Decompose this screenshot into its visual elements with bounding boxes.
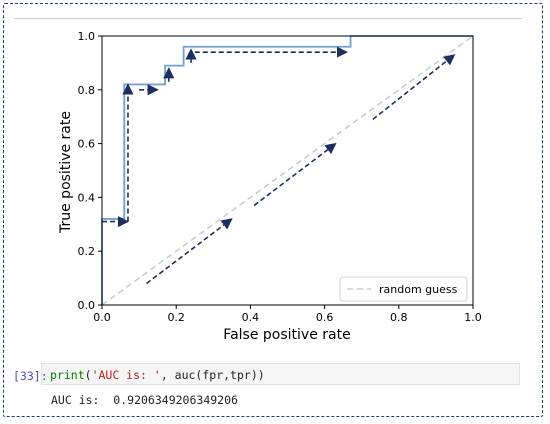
- plot-area: [101, 35, 474, 306]
- x-tick-label: 0.8: [390, 311, 408, 324]
- annotation-arrow: [372, 54, 456, 121]
- cell-prompt: [33]:: [13, 369, 48, 383]
- annotation-arrow: [253, 142, 337, 207]
- y-tick-label: 0.2: [78, 245, 96, 258]
- legend: random guess: [339, 276, 468, 302]
- y-tick-label: 0.6: [78, 138, 96, 151]
- legend-guess-label: random guess: [379, 283, 458, 296]
- y-axis-label: True positive rate: [58, 111, 74, 234]
- x-tick-label: 0.0: [93, 311, 111, 324]
- cell-output: AUC is: 0.9206349206349206: [51, 393, 238, 407]
- code-cell-input[interactable]: [41, 363, 520, 385]
- x-tick-label: 0.6: [316, 311, 334, 324]
- code-paren: (: [84, 368, 92, 382]
- x-tick-label: 1.0: [464, 311, 482, 324]
- y-tick-label: 0.4: [78, 191, 96, 204]
- x-tick-label: 0.4: [242, 311, 260, 324]
- x-axis-label: False positive rate: [223, 327, 350, 343]
- code-line[interactable]: print('AUC is: ', auc(fpr,tpr)): [50, 368, 265, 382]
- code-string: 'AUC is: ': [91, 368, 161, 382]
- y-tick-label: 0.8: [78, 84, 96, 97]
- roc-curve: [101, 35, 473, 305]
- annotation-arrow: [146, 218, 233, 285]
- x-tick-label: 0.2: [167, 311, 185, 324]
- random-guess-line: [101, 35, 474, 306]
- y-tick-label: 1.0: [78, 30, 96, 43]
- top-divider: [14, 18, 522, 19]
- legend-box: [339, 276, 468, 302]
- y-tick-label: 0.0: [78, 299, 96, 312]
- figure-frame: [3, 3, 543, 417]
- code-func: print: [50, 368, 85, 382]
- code-rest: , auc(fpr,tpr)): [160, 368, 265, 382]
